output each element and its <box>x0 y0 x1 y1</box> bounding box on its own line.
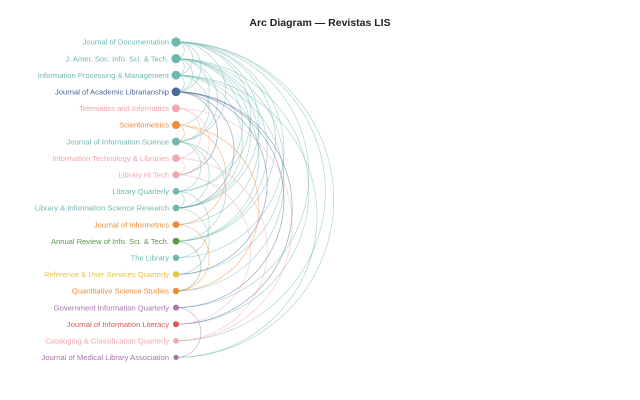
arc-link <box>175 41 193 76</box>
arc-link <box>175 41 260 209</box>
node-label: Journal of Information Science <box>66 137 169 146</box>
node-circle <box>171 87 181 97</box>
node-circle <box>172 154 180 162</box>
node-circle <box>172 204 180 212</box>
node-circle <box>172 254 180 261</box>
node-circle <box>173 304 179 311</box>
node-circle <box>172 121 180 129</box>
arc-link <box>175 58 210 126</box>
arc-link <box>175 307 202 358</box>
chart-title: Arc Diagram — Revistas LIS <box>249 17 390 29</box>
arc-link <box>175 91 218 176</box>
arc-link <box>175 41 326 342</box>
arc-link <box>175 124 227 225</box>
arc-link <box>175 141 210 209</box>
arc-link <box>175 157 268 342</box>
node-circle <box>172 188 180 195</box>
arc-link <box>175 41 252 192</box>
node-label: Telematics and Informatics <box>79 104 169 113</box>
label-layer: Journal of Documentation J. Amer. Soc. In… <box>35 38 170 362</box>
arc-link <box>175 58 260 225</box>
arc-layer <box>175 41 335 358</box>
node-circle <box>172 171 180 179</box>
arc-link <box>175 124 260 292</box>
node-circle <box>172 287 180 295</box>
node-label: Cataloging & Classification Quarterly <box>45 337 169 346</box>
arc-link <box>175 207 210 275</box>
arc-link <box>175 41 285 259</box>
arc-link <box>175 58 310 325</box>
arc-link <box>175 191 210 259</box>
arc-link <box>175 141 227 242</box>
node-circle <box>172 237 180 245</box>
arc-link <box>175 74 318 358</box>
arc-link <box>175 108 210 176</box>
arc-link <box>175 174 252 325</box>
node-label: Information Technology & Libraries <box>52 154 169 163</box>
node-circle <box>173 338 179 344</box>
node-label: Scientometrics <box>119 121 169 130</box>
arc-link <box>175 74 243 209</box>
arc-link <box>175 58 285 275</box>
node-circle <box>173 354 179 360</box>
arc-link <box>175 108 293 342</box>
node-label: Government Information Quarterly <box>54 303 169 312</box>
node-label: Journal of Information Literacy <box>67 320 169 329</box>
arc-link <box>175 91 268 275</box>
node-circle <box>171 70 181 80</box>
arc-link <box>175 58 243 192</box>
node-circle <box>173 321 179 328</box>
node-label: Journal of Medical Library Association <box>42 353 169 362</box>
arc-link <box>175 240 202 292</box>
node-circle <box>172 137 180 146</box>
arc-link <box>175 224 210 292</box>
arc-link <box>175 141 202 192</box>
arc-link <box>175 58 252 209</box>
node-label: Information Processing & Management <box>38 71 170 80</box>
node-label: Library & Information Science Research <box>35 204 169 213</box>
node-label: Journal of Documentation <box>82 38 169 47</box>
arc-link <box>175 41 202 93</box>
node-label: Journal of Academic Librarianship <box>55 88 169 97</box>
arc-link <box>175 91 285 308</box>
node-label: J. Amer. Soc. Info. Sci. & Tech. <box>65 54 169 63</box>
arc-link <box>175 74 260 242</box>
arc-link <box>175 91 235 209</box>
node-circle <box>171 37 181 47</box>
arc-link <box>175 74 285 292</box>
node-layer <box>171 37 181 360</box>
arc-link <box>175 58 193 93</box>
arc-link <box>175 108 202 159</box>
node-label: Library Hi Tech <box>118 171 169 180</box>
node-label: Reference & User Services Quarterly <box>44 270 169 279</box>
node-label: Journal of Informetrics <box>94 220 169 229</box>
node-label: The Library <box>131 254 170 263</box>
arc-link <box>175 91 293 325</box>
arc-link <box>175 41 335 358</box>
node-circle <box>172 271 180 278</box>
arc-link <box>175 58 268 242</box>
node-label: Quantitative Science Studies <box>72 287 169 296</box>
node-label: Annual Review of Info. Sci. & Tech. <box>51 237 169 246</box>
node-circle <box>171 54 181 64</box>
node-circle <box>172 104 180 113</box>
node-circle <box>172 221 180 229</box>
node-label: Library Quarterly <box>112 187 169 196</box>
